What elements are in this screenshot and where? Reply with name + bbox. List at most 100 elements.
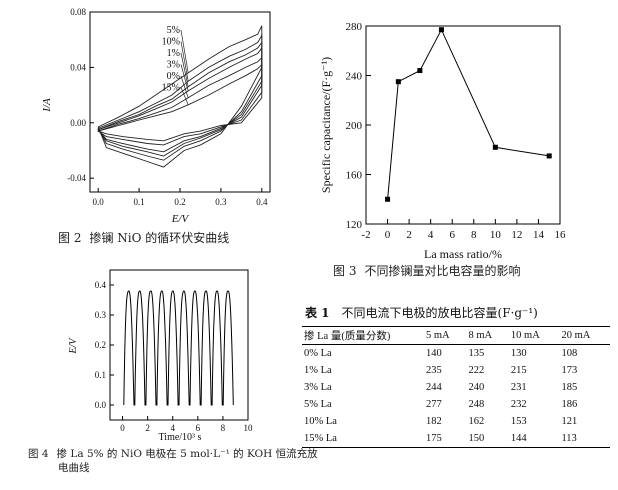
table1-col-2: 8 mA bbox=[468, 330, 493, 341]
y-tick-label: 200 bbox=[346, 120, 363, 132]
table1-body: 0% La 140 135 130 108 1% La 235 222 215 173 3% La 2… bbox=[302, 345, 610, 448]
cv-curve bbox=[97, 25, 263, 168]
fig4-caption-line1: 掺 La 5% 的 NiO 电极在 5 mol·L⁻¹ 的 KOH 恒流充放 bbox=[56, 448, 318, 460]
table1: 掺 La 量(质量分数) 5 mA 8 mA 10 mA 20 mA 0% La… bbox=[302, 326, 610, 448]
series-leader bbox=[180, 29, 189, 73]
fig2-ylabel: I/A bbox=[41, 98, 53, 113]
table-cell-value: 162 bbox=[468, 416, 485, 427]
fig4-data bbox=[123, 290, 234, 406]
y-tick-label: 0.1 bbox=[95, 370, 106, 380]
table-cell-label: 10% La bbox=[304, 416, 337, 427]
x-tick-label: 2 bbox=[406, 229, 412, 241]
fig2-caption-text: 掺镧 NiO 的循环伏安曲线 bbox=[89, 231, 230, 245]
cv-curve bbox=[97, 46, 263, 153]
table-cell-label: 5% La bbox=[304, 399, 332, 410]
fig3-ticks: -2 0 2 4 6 8 10 12 14 16 120 160 200 240 280 bbox=[346, 21, 567, 241]
fig2-label: 图 2 bbox=[58, 231, 82, 245]
fig4-chart: 0 2 4 6 8 10 0.0 0.1 0.2 0.3 0.4 Time/10³ s E/V bbox=[68, 269, 253, 443]
fig3-label: 图 3 bbox=[333, 264, 357, 278]
table-cell-value: 244 bbox=[426, 382, 442, 393]
charge-discharge-curve bbox=[123, 290, 234, 406]
fig2-caption: 图 2 掺镧 NiO 的循环伏安曲线 bbox=[58, 230, 229, 246]
x-tick-label: 0.4 bbox=[256, 197, 268, 207]
x-tick-label: 8 bbox=[221, 423, 226, 433]
fig2-chart: 0.0 0.1 0.2 0.3 0.4 -0.04 0.00 0.04 0.08 5%10%1%… bbox=[41, 7, 271, 225]
x-tick-label: 0 bbox=[385, 229, 391, 241]
x-tick-label: 0.0 bbox=[93, 197, 105, 207]
data-point bbox=[546, 153, 552, 159]
y-tick-label: 160 bbox=[346, 170, 363, 182]
cv-curve bbox=[97, 41, 263, 157]
x-tick-label: 4 bbox=[170, 423, 175, 433]
series-line bbox=[387, 28, 550, 200]
table-cell-value: 153 bbox=[510, 416, 527, 427]
x-tick-label: -2 bbox=[361, 229, 370, 241]
table-cell-value: 150 bbox=[468, 433, 485, 444]
table-cell-value: 186 bbox=[561, 399, 578, 410]
table-cell-value: 173 bbox=[561, 365, 578, 376]
table-cell-value: 108 bbox=[561, 348, 578, 359]
table-cell-value: 240 bbox=[468, 382, 485, 393]
cv-curve bbox=[97, 56, 263, 146]
y-tick-label: 0.0 bbox=[95, 400, 107, 410]
table1-title-text: 不同电流下电极的放电比容量(F·g⁻¹) bbox=[341, 306, 538, 320]
table1-col-3: 10 mA bbox=[510, 330, 540, 341]
table-cell-value: 231 bbox=[510, 382, 527, 393]
series-label: 0% bbox=[167, 71, 180, 82]
fig4-label: 图 4 bbox=[28, 448, 49, 460]
x-tick-label: 0.1 bbox=[133, 197, 144, 207]
series-leader bbox=[180, 87, 189, 105]
y-tick-label: 240 bbox=[346, 71, 363, 83]
table-row: 15% La 175 150 144 113 bbox=[302, 430, 610, 448]
series-leader bbox=[180, 64, 189, 92]
y-tick-label: -0.04 bbox=[67, 173, 86, 183]
table-cell-label: 0% La bbox=[304, 348, 332, 359]
y-tick-label: 0.00 bbox=[70, 118, 86, 128]
table-cell-value: 140 bbox=[426, 348, 442, 359]
table-cell-value: 121 bbox=[561, 416, 578, 427]
data-point bbox=[395, 79, 401, 85]
fig4-xlabel: Time/10³ s bbox=[159, 432, 202, 443]
x-tick-label: 0.2 bbox=[174, 197, 185, 207]
table-cell-value: 182 bbox=[426, 416, 442, 427]
y-tick-label: 0.3 bbox=[95, 310, 107, 320]
table-cell-value: 277 bbox=[426, 399, 442, 410]
table1-col-0: 掺 La 量(质量分数) bbox=[304, 331, 391, 342]
series-leader bbox=[180, 52, 189, 87]
table-cell-value: 175 bbox=[426, 433, 442, 444]
series-label: 10% bbox=[162, 37, 180, 48]
table-cell-label: 15% La bbox=[304, 433, 337, 444]
y-tick-label: 0.04 bbox=[70, 62, 86, 72]
table-row: 0% La 140 135 130 108 bbox=[302, 345, 610, 363]
table1-header-row: 掺 La 量(质量分数) 5 mA 8 mA 10 mA 20 mA bbox=[302, 326, 610, 345]
series-label: 1% bbox=[167, 48, 180, 59]
table1-title: 表 1 不同电流下电极的放电比容量(F·g⁻¹) bbox=[305, 304, 538, 321]
fig2-axes bbox=[89, 11, 271, 193]
fig4-ticks: 0 2 4 6 8 10 0.0 0.1 0.2 0.3 0.4 bbox=[95, 280, 253, 433]
series-leader bbox=[180, 75, 189, 98]
series-label: 15% bbox=[162, 83, 180, 94]
table1-col-4: 20 mA bbox=[561, 330, 591, 341]
fig2-curves bbox=[96, 25, 263, 168]
table-cell-value: 135 bbox=[468, 348, 485, 359]
table-cell-value: 130 bbox=[510, 348, 527, 359]
data-point bbox=[492, 144, 498, 150]
x-tick-label: 4 bbox=[428, 229, 434, 241]
fig2-xlabel: E/V bbox=[171, 213, 190, 225]
x-tick-label: 6 bbox=[196, 423, 201, 433]
y-tick-label: 280 bbox=[346, 21, 363, 33]
table-row: 5% La 277 248 232 186 bbox=[302, 396, 610, 413]
table-cell-label: 1% La bbox=[304, 365, 332, 376]
x-tick-label: 16 bbox=[555, 229, 567, 241]
x-tick-label: 12 bbox=[511, 229, 522, 241]
table-cell-value: 232 bbox=[510, 399, 527, 410]
series-leader bbox=[180, 41, 189, 82]
table-cell-label: 3% La bbox=[304, 382, 332, 393]
y-tick-label: 0.4 bbox=[95, 280, 107, 290]
table-cell-value: 248 bbox=[468, 399, 485, 410]
table-cell-value: 185 bbox=[561, 382, 578, 393]
y-tick-label: 0.08 bbox=[70, 7, 86, 17]
fig3-data bbox=[385, 27, 552, 202]
x-tick-label: 2 bbox=[145, 423, 150, 433]
fig3-xlabel: La mass ratio/% bbox=[424, 247, 502, 261]
